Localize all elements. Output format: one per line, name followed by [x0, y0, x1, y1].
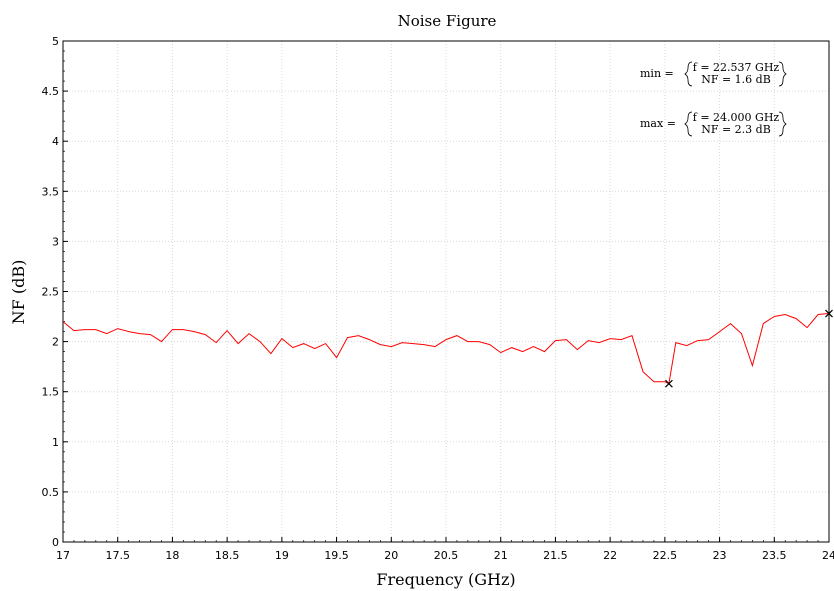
y-tick-label: 0	[52, 536, 59, 549]
min-annotation-left-brace	[684, 61, 693, 87]
y-tick-label: 2	[52, 336, 59, 349]
min-annotation-nf: NF = 1.6 dB	[701, 73, 771, 86]
extremum-markers	[664, 309, 833, 388]
y-axis-ticks: 0 0.5 1 1.5 2 2.5 3 3.5 4 4.5 5	[42, 35, 68, 549]
y-tick-label: 1	[52, 436, 59, 449]
y-tick-label: 4	[52, 135, 59, 148]
max-annotation-right-brace	[778, 111, 787, 137]
grid	[63, 41, 829, 542]
x-tick-label: 21.5	[543, 549, 568, 562]
max-annotation: max = f = 24.000 GHz NF = 2.3 dB	[640, 111, 787, 137]
max-annotation-nf: NF = 2.3 dB	[701, 123, 771, 136]
x-tick-label: 20.5	[434, 549, 459, 562]
max-annotation-left-brace	[684, 111, 693, 137]
x-tick-label: 19	[275, 549, 289, 562]
x-tick-label: 22	[603, 549, 617, 562]
x-tick-label: 22.5	[653, 549, 678, 562]
x-tick-label: 17	[56, 549, 70, 562]
min-annotation-right-brace	[778, 61, 787, 87]
y-tick-label: 5	[52, 35, 59, 48]
max-annotation-frequency: f = 24.000 GHz	[693, 111, 780, 124]
min-marker	[664, 379, 673, 388]
x-axis-ticks: 17 17.5 18 18.5 19 19.5 20 20.5 21 21.5 22 22.5 23 23…	[56, 537, 834, 562]
x-tick-label: 20	[384, 549, 398, 562]
x-tick-label: 18	[165, 549, 179, 562]
min-annotation-prefix: min =	[640, 67, 674, 80]
x-tick-label: 23.5	[762, 549, 787, 562]
chart-title: Noise Figure	[398, 12, 497, 30]
x-tick-label: 18.5	[215, 549, 240, 562]
max-marker	[825, 309, 833, 318]
y-axis-label: NF (dB)	[9, 260, 28, 325]
y-tick-label: 3	[52, 235, 59, 248]
x-tick-label: 17.5	[105, 549, 130, 562]
x-tick-label: 24	[822, 549, 834, 562]
max-annotation-prefix: max =	[640, 117, 676, 130]
x-tick-label: 21	[494, 549, 508, 562]
min-annotation: min = f = 22.537 GHz NF = 1.6 dB	[640, 61, 787, 87]
y-tick-label: 3.5	[42, 185, 60, 198]
y-tick-label: 0.5	[42, 486, 60, 499]
nf-series-line	[62, 313, 830, 385]
min-annotation-frequency: f = 22.537 GHz	[693, 61, 780, 74]
x-axis-label: Frequency (GHz)	[376, 570, 515, 589]
y-tick-label: 1.5	[42, 386, 60, 399]
x-tick-label: 19.5	[324, 549, 349, 562]
x-tick-label: 23	[713, 549, 727, 562]
y-tick-label: 4.5	[42, 85, 60, 98]
y-tick-label: 2.5	[42, 286, 60, 299]
